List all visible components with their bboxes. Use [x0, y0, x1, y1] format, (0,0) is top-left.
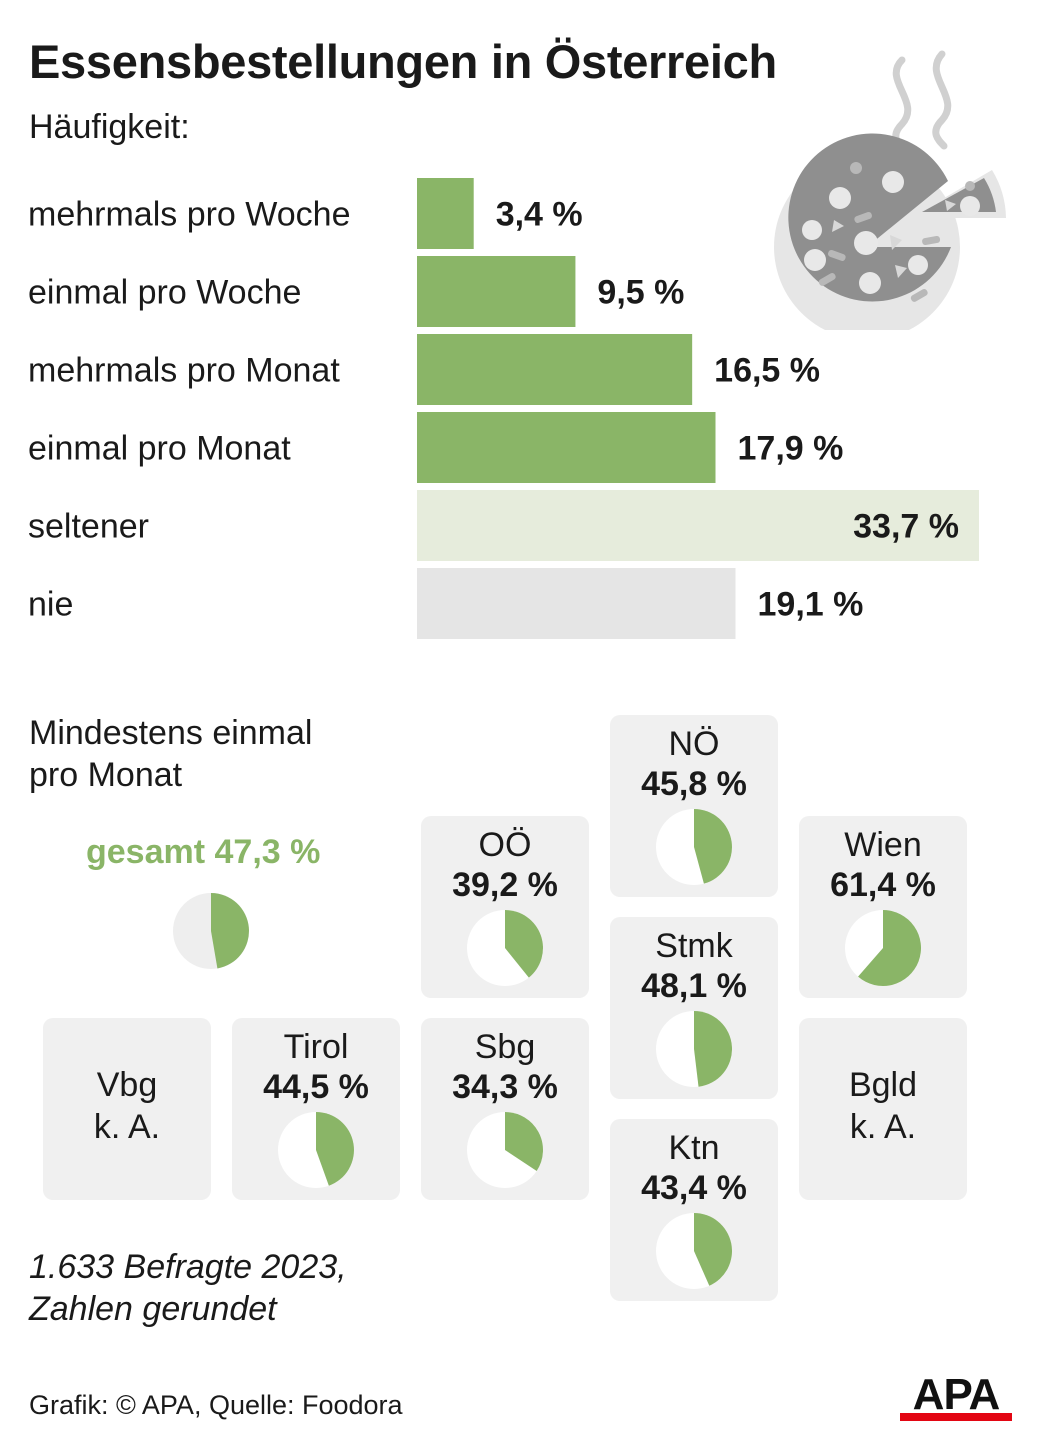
chart-subtitle: Häufigkeit:	[29, 108, 190, 146]
region-value: k. A.	[93, 1108, 161, 1146]
page-title: Essensbestellungen in Österreich	[29, 35, 777, 88]
region-tile-wien: Wien 61,4 %	[799, 816, 967, 998]
pie-slice	[505, 1112, 543, 1171]
category-label: seltener	[28, 508, 149, 546]
region-pie	[467, 910, 543, 986]
category-label: einmal pro Woche	[28, 274, 301, 312]
region-value: 39,2 %	[452, 866, 558, 904]
footnote-line1: 1.633 Befragte 2023,	[29, 1248, 347, 1286]
bar	[417, 568, 736, 639]
region-name: Sbg	[474, 1028, 536, 1066]
svg-text:APA: APA	[913, 1372, 1000, 1419]
pizza-icon	[774, 50, 1006, 330]
region-value: 34,3 %	[452, 1068, 558, 1106]
frequency-bar-chart: mehrmals pro Woche 3,4 % einmal pro Woche 9…	[28, 178, 979, 639]
region-name: Wien	[844, 826, 922, 864]
pie-slice	[694, 1011, 732, 1087]
region-value: 45,8 %	[641, 765, 747, 803]
value-label: 33,7 %	[853, 508, 959, 546]
footnote: 1.633 Befragte 2023, Zahlen gerundet	[29, 1246, 529, 1330]
region-value: 43,4 %	[641, 1169, 747, 1207]
region-value: 48,1 %	[641, 967, 747, 1005]
region-section-title-line2: pro Monat	[29, 756, 183, 794]
region-tile-stmk: Stmk 48,1 %	[610, 917, 778, 1099]
region-no-data: Bgld k. A.	[799, 1064, 967, 1148]
region-name: Vbg	[96, 1066, 158, 1104]
region-pie	[467, 1112, 543, 1188]
pie-slice	[211, 893, 249, 969]
region-tile-ktn: Ktn 43,4 %	[610, 1119, 778, 1301]
pie-slice	[858, 910, 921, 986]
bar	[417, 256, 576, 327]
region-pie	[278, 1112, 354, 1188]
region-tile-bgld: Bgld k. A.	[799, 1018, 967, 1200]
value-label: 3,4 %	[496, 196, 583, 234]
region-tile-vbg: Vbg k. A.	[43, 1018, 211, 1200]
region-pie	[656, 1011, 732, 1087]
category-label: mehrmals pro Woche	[28, 196, 351, 234]
region-name: Stmk	[655, 927, 733, 965]
region-name: Ktn	[668, 1129, 720, 1167]
region-value: k. A.	[849, 1108, 917, 1146]
category-label: nie	[28, 586, 73, 624]
footnote-line2: Zahlen gerundet	[29, 1290, 277, 1328]
pie-slice	[694, 1213, 732, 1286]
pie-slice	[505, 910, 543, 978]
region-pie	[845, 910, 921, 986]
region-value: 61,4 %	[830, 866, 936, 904]
total-label: gesamt 47,3 %	[86, 833, 321, 871]
value-label: 17,9 %	[738, 430, 844, 468]
value-label: 9,5 %	[597, 274, 684, 312]
region-tile-ooe: OÖ 39,2 %	[421, 816, 589, 998]
value-label: 16,5 %	[714, 352, 820, 390]
region-name: Tirol	[283, 1028, 349, 1066]
region-tile-sbg: Sbg 34,3 %	[421, 1018, 589, 1200]
region-section-title-line1: Mindestens einmal	[29, 714, 313, 752]
region-name: OÖ	[478, 826, 532, 864]
apa-logo: APA	[900, 1372, 1012, 1421]
region-name: Bgld	[848, 1066, 918, 1104]
region-pie	[656, 1213, 732, 1289]
category-label: mehrmals pro Monat	[28, 352, 340, 390]
bar	[417, 490, 979, 561]
pie-slice	[694, 809, 732, 884]
bar	[417, 412, 716, 483]
value-label: 19,1 %	[758, 586, 864, 624]
region-pie	[656, 809, 732, 885]
total-pie	[173, 893, 249, 969]
pie-slice	[316, 1112, 354, 1186]
region-value: 44,5 %	[263, 1068, 369, 1106]
region-tile-tirol: Tirol 44,5 %	[232, 1018, 400, 1200]
source-credit: Grafik: © APA, Quelle: Foodora	[29, 1390, 403, 1420]
region-tile-noe: NÖ 45,8 %	[610, 715, 778, 897]
bar	[417, 178, 474, 249]
region-name: NÖ	[668, 725, 720, 763]
region-section-title: Mindestens einmal pro Monat	[29, 712, 429, 796]
region-no-data: Vbg k. A.	[43, 1064, 211, 1148]
category-label: einmal pro Monat	[28, 430, 291, 468]
bar	[417, 334, 693, 405]
